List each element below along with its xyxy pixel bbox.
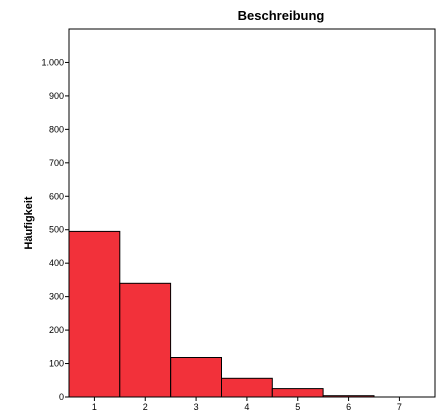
histogram-bar	[170, 357, 222, 398]
x-tick-label: 2	[143, 402, 148, 412]
y-tick-label: 200	[49, 325, 64, 335]
histogram-bar	[221, 377, 273, 398]
histogram-bar	[119, 282, 172, 398]
y-tick-label: 800	[49, 124, 64, 134]
chart-title: Beschreibung	[238, 8, 325, 23]
x-axis: 1 2 3 4 5 6 7	[92, 397, 402, 412]
histogram-bar	[322, 395, 375, 398]
bars-group	[68, 230, 375, 398]
y-tick-label: 500	[49, 225, 64, 235]
x-tick-label: 6	[346, 402, 351, 412]
x-tick-label: 7	[397, 402, 402, 412]
y-axis-label: Häufigkeit	[23, 196, 35, 250]
x-tick-label: 5	[295, 402, 300, 412]
y-tick-label: 0	[59, 392, 64, 402]
y-axis: 0 100 200 300 400 500 600 700 800 900 1.000	[41, 57, 69, 402]
y-tick-label: 600	[49, 191, 64, 201]
x-tick-label: 3	[194, 402, 199, 412]
y-tick-label: 900	[49, 91, 64, 101]
y-tick-label: 400	[49, 258, 64, 268]
histogram-bar	[68, 230, 121, 398]
y-tick-label: 1.000	[41, 57, 64, 67]
histogram-bar	[271, 388, 324, 398]
y-tick-label: 100	[49, 359, 64, 369]
x-tick-label: 4	[244, 402, 249, 412]
y-tick-label: 300	[49, 292, 64, 302]
x-tick-label: 1	[92, 402, 97, 412]
y-tick-label: 700	[49, 158, 64, 168]
